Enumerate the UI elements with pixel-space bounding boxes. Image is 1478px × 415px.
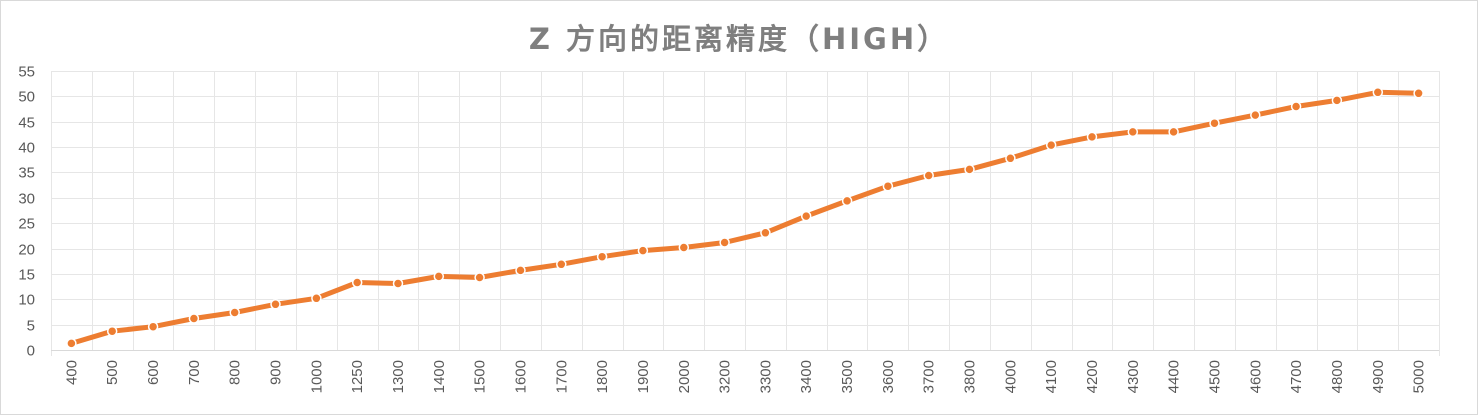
data-point (760, 227, 771, 239)
y-tick-label: 0 (27, 343, 35, 360)
data-point (433, 271, 445, 282)
x-tick-label: 700 (186, 360, 203, 385)
x-tick-label: 4600 (1247, 360, 1264, 393)
data-point (311, 293, 322, 304)
chart-title: Z 方向的距离精度（HIGH） (528, 22, 950, 56)
x-tick-label: 1000 (308, 360, 325, 393)
x-tick-label: 3300 (757, 360, 774, 393)
x-tick-label: 4100 (1043, 360, 1060, 393)
x-tick-label: 3600 (880, 360, 897, 393)
y-tick-label: 30 (18, 191, 35, 208)
x-tick-label: 1500 (472, 360, 489, 393)
data-point (1045, 139, 1057, 151)
data-point (351, 277, 363, 288)
data-point (841, 195, 853, 207)
data-point (1005, 153, 1016, 164)
data-point (106, 325, 118, 337)
data-point (556, 259, 567, 270)
y-tick-label: 35 (18, 165, 35, 182)
data-point (1250, 109, 1261, 121)
x-tick-label: 500 (104, 360, 121, 385)
data-point (1209, 117, 1220, 129)
x-tick-label: 5000 (1411, 360, 1428, 393)
x-tick-label: 1600 (512, 360, 529, 393)
y-tick-label: 5 (27, 318, 35, 335)
x-tick-label: 1700 (553, 360, 570, 393)
x-tick-label: 1800 (594, 360, 611, 393)
y-tick-label: 55 (18, 64, 35, 81)
y-tick-label: 10 (18, 292, 35, 309)
data-point (678, 242, 690, 253)
x-tick-label: 600 (145, 360, 162, 385)
x-tick-label: 3400 (798, 360, 815, 393)
x-tick-label: 1250 (349, 360, 366, 393)
series-line (68, 89, 1422, 346)
x-tick-label: 1400 (431, 360, 448, 393)
data-point (474, 272, 485, 283)
y-tick-label: 20 (18, 242, 35, 259)
data-point (515, 265, 526, 276)
x-tick-label: 4700 (1288, 360, 1305, 393)
x-tick-label: 1300 (390, 360, 407, 393)
x-tick-label: 800 (227, 360, 244, 385)
y-tick-label: 25 (18, 216, 35, 233)
x-tick-label: 4300 (1125, 360, 1142, 393)
x-tick-label: 4200 (1084, 360, 1101, 393)
x-tick-label: 3200 (717, 360, 734, 393)
data-point (188, 313, 200, 324)
x-tick-label: 4000 (1002, 360, 1019, 393)
data-point (147, 321, 159, 332)
y-tick-label: 40 (18, 140, 35, 157)
data-point (719, 237, 730, 248)
data-point (1413, 88, 1424, 99)
y-tick-label: 45 (18, 115, 35, 132)
data-point (923, 170, 934, 181)
data-point (596, 251, 608, 262)
data-point (1086, 131, 1098, 143)
y-tick-label: 15 (18, 267, 35, 284)
data-point (1372, 87, 1384, 98)
data-point (1290, 101, 1302, 112)
data-point (1127, 126, 1139, 138)
x-tick-label: 4500 (1206, 360, 1223, 393)
x-tick-label: 1900 (635, 360, 652, 393)
x-tick-label: 3500 (839, 360, 856, 393)
x-tick-label: 3800 (962, 360, 979, 393)
data-point (270, 299, 281, 310)
data-point (229, 307, 240, 318)
data-point (964, 164, 975, 175)
x-tick-label: 900 (268, 360, 285, 385)
x-tick-label: 4900 (1370, 360, 1387, 393)
data-point (800, 210, 812, 222)
x-tick-label: 4800 (1329, 360, 1346, 393)
x-tick-label: 3700 (921, 360, 938, 393)
data-point (1331, 95, 1343, 106)
data-point (637, 245, 649, 256)
x-tick-label: 2000 (676, 360, 693, 393)
x-tick-label: 4400 (1166, 360, 1183, 393)
data-point (66, 338, 77, 349)
data-point (882, 180, 894, 192)
y-tick-label: 50 (18, 89, 35, 106)
data-point (392, 278, 404, 289)
data-point (1168, 126, 1179, 138)
x-tick-label: 400 (63, 360, 80, 385)
